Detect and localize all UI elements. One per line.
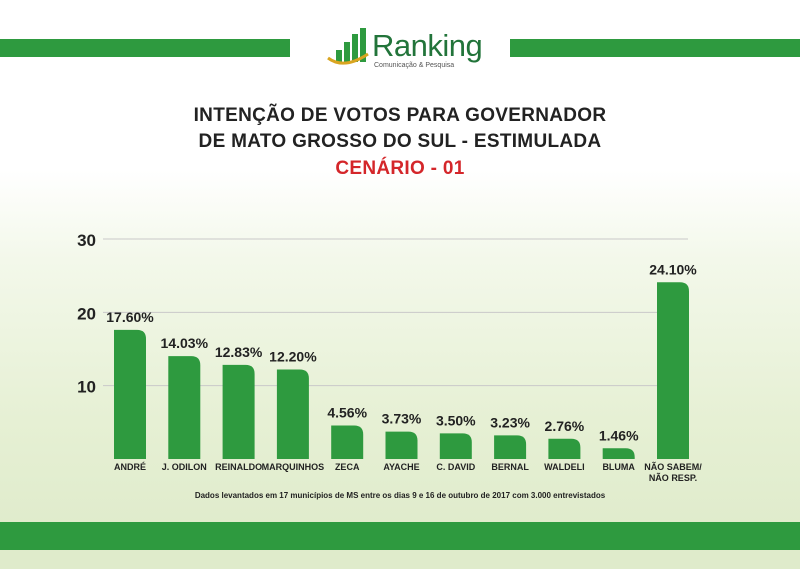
data-label: 1.46%	[599, 427, 639, 443]
logo-tagline: Comunicação & Pesquisa	[374, 62, 455, 69]
chart-title-line2: DE MATO GROSSO DO SUL - ESTIMULADA	[198, 131, 602, 152]
x-tick-label: ZECA	[335, 462, 360, 472]
footnote: Dados levantados em 17 municípios de MS …	[194, 491, 606, 500]
y-tick-label: 10	[77, 378, 96, 397]
bar	[657, 282, 689, 459]
header-bar-right	[510, 39, 800, 57]
data-label: 12.20%	[269, 349, 317, 365]
bar	[494, 435, 527, 459]
x-tick-label: NÃO SABEM/	[644, 462, 702, 472]
bar	[331, 425, 364, 459]
x-tick-label: AYACHE	[383, 462, 419, 472]
x-tick-label: J. ODILON	[162, 462, 207, 472]
x-tick-label: WALDELI	[544, 462, 585, 472]
bar	[548, 438, 581, 459]
logo-bars-icon	[327, 28, 369, 65]
header-bar-left	[0, 39, 290, 57]
data-label: 3.23%	[490, 414, 530, 430]
data-label: 2.76%	[545, 418, 585, 434]
data-label: 17.60%	[106, 309, 154, 325]
ranking-logo: Ranking Comunicação & Pesquisa	[326, 24, 486, 70]
footer-bar	[0, 522, 800, 550]
y-tick-label: 30	[77, 231, 96, 250]
bar	[222, 364, 255, 459]
x-tick-label: MARQUINHOS	[262, 462, 325, 472]
bar	[276, 369, 309, 459]
x-tick-label: BLUMA	[602, 462, 635, 472]
x-tick-label: REINALDO	[215, 462, 262, 472]
bar	[385, 431, 418, 459]
bar	[602, 448, 635, 459]
x-tick-label: NÃO RESP.	[649, 473, 697, 483]
x-tick-label: BERNAL	[491, 462, 529, 472]
y-tick-label: 20	[77, 304, 96, 323]
x-tick-label: C. DAVID	[436, 462, 475, 472]
scenario-title: CENÁRIO - 01	[335, 158, 465, 179]
data-label: 14.03%	[161, 335, 209, 351]
bar	[114, 329, 146, 459]
data-label: 4.56%	[327, 405, 367, 421]
data-label: 24.10%	[649, 261, 697, 277]
x-tick-label: ANDRÉ	[114, 462, 146, 472]
chart-title-line1: INTENÇÃO DE VOTOS PARA GOVERNADOR	[193, 105, 607, 126]
logo-name: Ranking	[372, 28, 483, 63]
bar	[168, 356, 201, 459]
data-label: 3.73%	[382, 411, 422, 427]
data-label: 12.83%	[215, 344, 263, 360]
bar	[439, 433, 472, 459]
data-label: 3.50%	[436, 412, 476, 428]
